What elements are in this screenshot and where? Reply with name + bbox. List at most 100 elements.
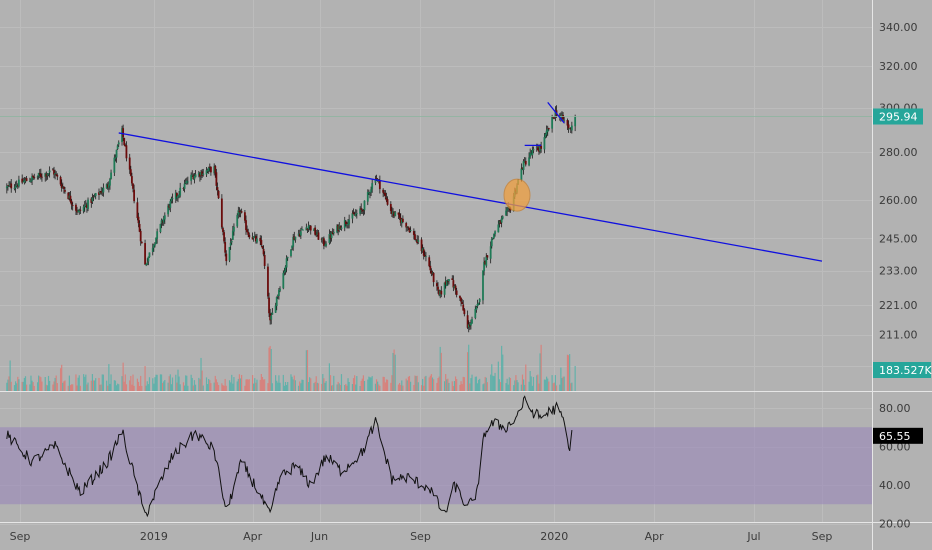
volume-bar: [123, 381, 125, 391]
candle-body: [270, 315, 273, 320]
volume-bar: [107, 385, 109, 391]
candle-body: [428, 257, 431, 267]
volume-bar: [547, 378, 549, 391]
candle-body: [259, 237, 262, 242]
candle-body: [306, 228, 309, 231]
volume-bar: [241, 374, 243, 391]
volume-bar: [338, 383, 340, 391]
volume-bar: [446, 379, 448, 391]
candle-body: [145, 264, 148, 266]
volume-bar: [544, 379, 547, 391]
candle-body: [454, 285, 457, 290]
volume-bar: [491, 364, 493, 391]
candle-body: [569, 128, 572, 130]
candle-body: [453, 285, 456, 289]
candle-body: [338, 225, 341, 231]
volume-bar: [64, 380, 66, 391]
candle-body: [261, 246, 264, 249]
candle-body: [462, 304, 465, 311]
volume-bar: [246, 379, 248, 391]
volume-bar: [293, 375, 295, 391]
candle-body: [101, 191, 104, 193]
volume-bar: [470, 378, 472, 391]
volume-bar: [275, 375, 277, 391]
candle-body: [102, 187, 105, 193]
candle-body: [436, 283, 438, 287]
candle-body: [92, 196, 95, 198]
drawings[interactable]: [118, 101, 823, 262]
candle-body: [298, 233, 301, 237]
volume-bar: [186, 375, 188, 391]
candle-body: [162, 218, 165, 223]
candle-body: [139, 230, 142, 242]
volume-bar: [298, 385, 300, 391]
candle-body: [559, 116, 562, 118]
candle-body: [429, 265, 432, 271]
volume-bar: [529, 371, 531, 391]
volume-bar: [361, 378, 363, 391]
volume-bar: [190, 374, 192, 391]
candle-body: [371, 183, 374, 190]
volume-bar: [521, 374, 524, 391]
price-tick-label: 211.00: [879, 329, 918, 342]
candle-body: [540, 145, 543, 149]
candle-body: [353, 214, 356, 216]
time-axis[interactable]: Sep 2019 Apr Jun Sep 2020 Apr Jul Sep: [10, 530, 833, 543]
volume-bar: [245, 379, 247, 391]
volume-bar: [362, 375, 365, 391]
candle-body: [197, 172, 200, 176]
volume-bar: [253, 383, 255, 391]
candle-body: [483, 261, 485, 272]
candle-body: [466, 315, 469, 328]
candle-body: [409, 230, 412, 231]
candle-body: [160, 220, 163, 224]
candle-body: [78, 209, 81, 213]
candle-body: [316, 232, 319, 236]
volume-bar: [248, 379, 250, 391]
candle-body: [292, 236, 295, 247]
volume-bar: [392, 352, 394, 391]
volume-value-tag-bg: [873, 362, 931, 378]
candle-body: [129, 169, 132, 176]
volume-bar: [462, 376, 464, 391]
rsi-tick-label: 40.00: [879, 479, 911, 492]
time-tick-label: Apr: [645, 530, 665, 543]
candle-body: [536, 147, 539, 151]
candle-body: [284, 266, 287, 272]
volume-bar: [98, 377, 100, 391]
candle-body: [229, 242, 232, 246]
candle-body: [430, 270, 433, 275]
volume-bar: [171, 377, 174, 391]
candle-body: [47, 173, 50, 175]
volume-bar: [55, 375, 57, 391]
candle-body: [68, 195, 71, 199]
candle-body: [444, 281, 447, 285]
volume-bar: [409, 381, 412, 391]
volume-bar: [405, 378, 407, 391]
volume-bar: [278, 375, 280, 391]
volume-bar: [459, 384, 461, 391]
volume-bar: [61, 364, 63, 391]
volume-bar: [383, 376, 385, 391]
volume-bar: [209, 380, 211, 391]
candle-body: [535, 147, 538, 149]
volume-bar: [546, 376, 548, 391]
volume-bar: [182, 382, 185, 391]
volume-bar: [256, 379, 258, 391]
candle-body: [354, 214, 357, 216]
volume-bar: [198, 377, 200, 391]
price-tick-label: 260.00: [879, 194, 918, 207]
candle-body: [238, 210, 241, 213]
volume-bar: [178, 376, 180, 391]
candle-body: [69, 195, 72, 202]
candle-body: [75, 204, 77, 211]
candle-body: [336, 225, 338, 233]
candle-body: [568, 127, 571, 130]
volume-bar: [433, 379, 435, 391]
candle-body: [213, 166, 216, 174]
candle-body: [245, 220, 247, 231]
volume-bar: [539, 353, 541, 391]
candle-body: [36, 176, 39, 178]
volume-bar: [436, 382, 438, 391]
